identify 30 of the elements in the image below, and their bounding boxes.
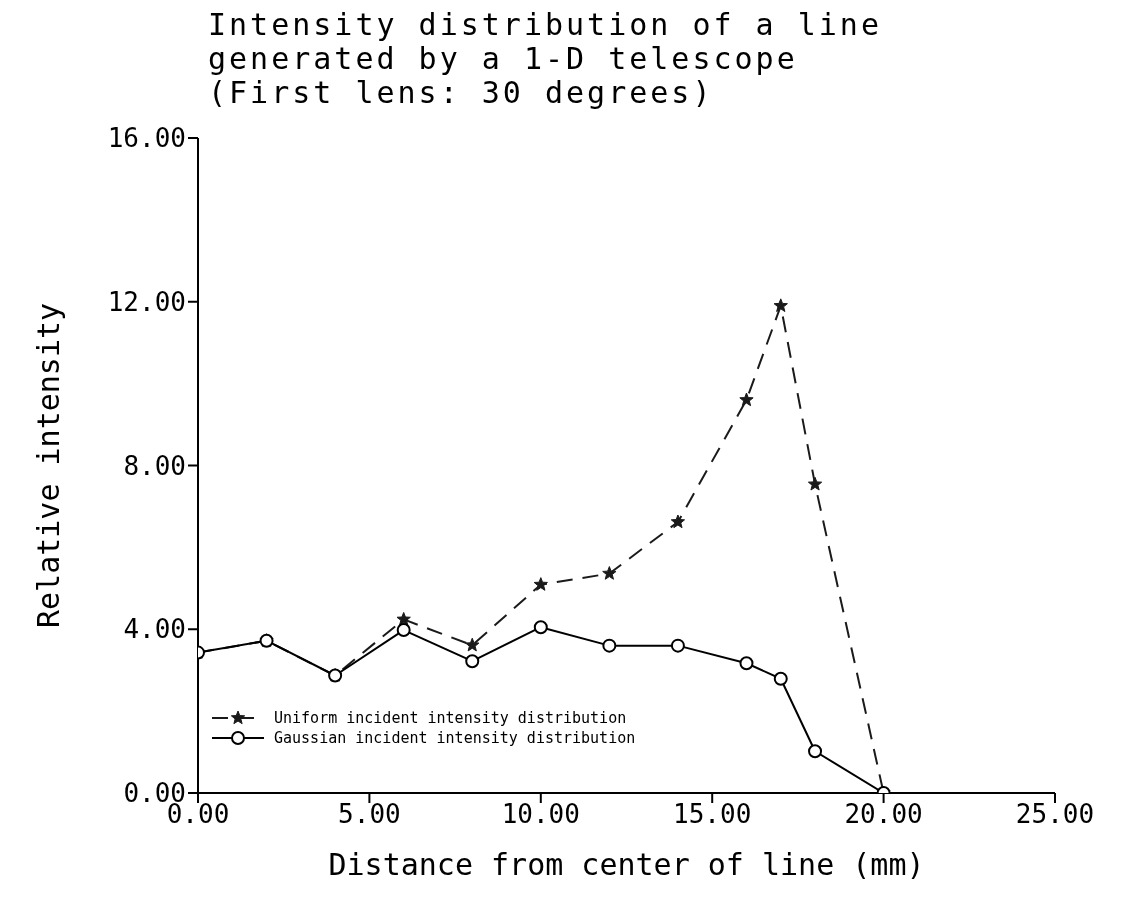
- y-tick-label: 4.00: [123, 614, 186, 645]
- point: [602, 638, 617, 653]
- point: [533, 620, 548, 635]
- point: [739, 656, 754, 671]
- x-tick-label: 5.00: [338, 799, 401, 830]
- legend-label: Gaussian incident intensity distribution: [274, 728, 636, 748]
- point: [773, 298, 788, 313]
- point: [602, 566, 617, 580]
- y-axis-title: Relative intensity: [30, 302, 66, 629]
- point: [396, 611, 411, 626]
- point: [739, 392, 754, 407]
- point: [465, 654, 480, 669]
- x-axis-title: Distance from center of line (mm): [328, 847, 925, 882]
- legend-label: Uniform incident intensity distribution: [274, 708, 627, 728]
- x-tick-label: 15.00: [673, 799, 752, 830]
- point: [808, 744, 823, 759]
- x-tick-label: 10.00: [501, 799, 580, 830]
- point: [670, 514, 686, 529]
- point: [396, 623, 411, 638]
- x-tick-label: 20.00: [844, 799, 923, 830]
- y-tick-label: 8.00: [123, 450, 186, 481]
- y-tick-label: 12.00: [107, 286, 186, 317]
- y-tick-label: 16.00: [107, 123, 186, 154]
- point: [465, 637, 480, 652]
- point: [670, 638, 685, 653]
- point: [533, 577, 548, 591]
- point: [773, 671, 788, 686]
- point: [807, 476, 823, 491]
- x-tick-label: 25.00: [1015, 799, 1095, 830]
- chart-title: Intensity distribution of a line generated by a 1-D telescope (First lens: 30 degrees): [208, 7, 882, 110]
